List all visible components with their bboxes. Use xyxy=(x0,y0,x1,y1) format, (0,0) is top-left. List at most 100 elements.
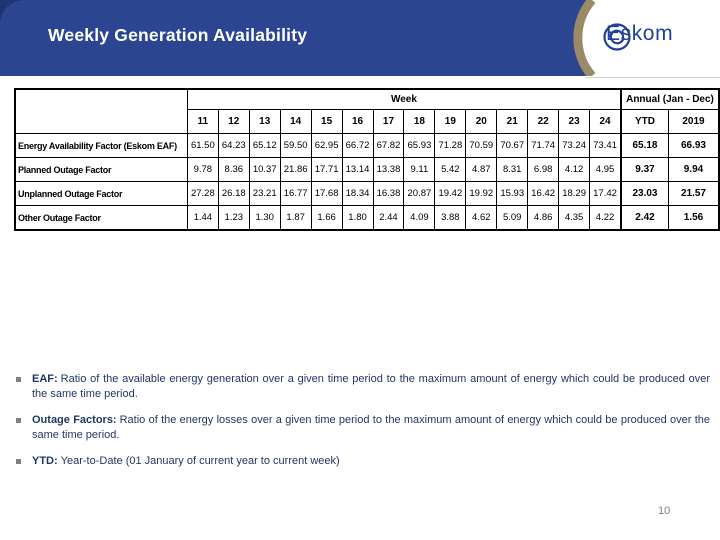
week-value-cell: 10.37 xyxy=(248,157,281,182)
bullet-text: EAF: Ratio of the available energy genera… xyxy=(32,372,710,401)
week-value-cell: 21.86 xyxy=(279,157,312,182)
week-column-header: 13 xyxy=(248,109,281,134)
week-value-cell: 59.50 xyxy=(279,133,312,158)
week-value-cell: 4.12 xyxy=(558,157,591,182)
week-value-cell: 1.23 xyxy=(217,205,250,231)
week-value-cell: 2.44 xyxy=(372,205,405,231)
week-value-cell: 4.22 xyxy=(589,205,622,231)
week-value-cell: 5.42 xyxy=(434,157,467,182)
header-band: Weekly Generation Availability Eskom xyxy=(0,0,720,78)
week-value-cell: 9.11 xyxy=(403,157,436,182)
bullet-term: Outage Factors: xyxy=(32,414,117,426)
week-value-cell: 16.42 xyxy=(527,181,560,206)
week-column-header: 15 xyxy=(310,109,343,134)
header-band-graphic xyxy=(0,0,720,76)
week-column-header: 22 xyxy=(527,109,560,134)
eskom-logo: Eskom xyxy=(602,22,673,51)
week-value-cell: 6.98 xyxy=(527,157,560,182)
table-row: Planned Outage Factor 9.78 8.36 10.37 21.86 1… xyxy=(14,157,720,182)
bullet-text: Outage Factors: Ratio of the energy losse… xyxy=(32,413,710,442)
table-row: Unplanned Outage Factor 27.28 26.18 23.21 16… xyxy=(14,181,720,206)
week-value-cell: 16.38 xyxy=(372,181,405,206)
week-value-cell: 62.95 xyxy=(310,133,343,158)
week-value-cell: 4.62 xyxy=(465,205,498,231)
bullet-square-icon xyxy=(16,459,21,464)
bullet-text: YTD: Year-to-Date (01 January of current … xyxy=(32,454,710,469)
week-column-header: 21 xyxy=(496,109,529,134)
row-label: Other Outage Factor xyxy=(14,205,188,231)
eskom-logo-icon xyxy=(603,23,631,51)
week-value-cell: 13.38 xyxy=(372,157,405,182)
row-label: Energy Availability Factor (Eskom EAF) xyxy=(14,133,188,158)
week-column-header: 23 xyxy=(558,109,591,134)
bullet-square-icon xyxy=(16,377,21,382)
ytd-value-cell: 9.37 xyxy=(619,157,669,182)
availability-table: Week Annual (Jan - Dec) 11 12 13 14 15 16 17 18 19… xyxy=(14,88,720,231)
ytd-value-cell: 65.18 xyxy=(619,133,669,158)
week-column-header: 19 xyxy=(434,109,467,134)
week-value-cell: 18.34 xyxy=(341,181,374,206)
week-value-cell: 18.29 xyxy=(558,181,591,206)
week-value-cell: 66.72 xyxy=(341,133,374,158)
week-value-cell: 71.74 xyxy=(527,133,560,158)
page-title: Weekly Generation Availability xyxy=(48,25,308,45)
week-column-header: 18 xyxy=(403,109,436,134)
week-column-header: 11 xyxy=(186,109,219,134)
week-value-cell: 4.09 xyxy=(403,205,436,231)
week-value-cell: 8.31 xyxy=(496,157,529,182)
ytd-value-cell: 23.03 xyxy=(619,181,669,206)
bullet-definition: Ratio of the available energy generation… xyxy=(32,373,710,400)
header-underline xyxy=(585,77,720,78)
week-value-cell: 71.28 xyxy=(434,133,467,158)
week-value-cell: 65.93 xyxy=(403,133,436,158)
table-corner-cell xyxy=(14,88,188,134)
row-label: Planned Outage Factor xyxy=(14,157,188,182)
bullet-eaf: EAF: Ratio of the available energy genera… xyxy=(14,372,710,401)
bullet-term: YTD: xyxy=(32,455,58,467)
week-value-cell: 8.36 xyxy=(217,157,250,182)
week-value-cell: 20.87 xyxy=(403,181,436,206)
annual-group-header: Annual (Jan - Dec) xyxy=(620,88,720,110)
week-value-cell: 23.21 xyxy=(248,181,281,206)
week-column-header: 14 xyxy=(279,109,312,134)
week-value-cell: 4.95 xyxy=(589,157,622,182)
week-value-cell: 17.68 xyxy=(310,181,343,206)
week-value-cell: 73.24 xyxy=(558,133,591,158)
week-value-cell: 61.50 xyxy=(186,133,219,158)
week-value-cell: 1.44 xyxy=(186,205,219,231)
week-value-cell: 17.42 xyxy=(589,181,622,206)
week-value-cell: 19.42 xyxy=(434,181,467,206)
bullet-definition: Ratio of the energy losses over a given … xyxy=(32,414,710,441)
annual-value-cell: 9.94 xyxy=(667,157,720,182)
week-value-cell: 3.88 xyxy=(434,205,467,231)
week-value-cell: 4.86 xyxy=(527,205,560,231)
week-value-cell: 26.18 xyxy=(217,181,250,206)
week-group-header: Week xyxy=(186,88,622,110)
week-column-header: 12 xyxy=(217,109,250,134)
week-value-cell: 13.14 xyxy=(341,157,374,182)
week-value-cell: 9.78 xyxy=(186,157,219,182)
table-row: Other Outage Factor 1.44 1.23 1.30 1.87 1.66 1… xyxy=(14,205,720,231)
week-value-cell: 1.66 xyxy=(310,205,343,231)
week-value-cell: 17.71 xyxy=(310,157,343,182)
row-label: Unplanned Outage Factor xyxy=(14,181,188,206)
week-value-cell: 70.67 xyxy=(496,133,529,158)
week-value-cell: 5.09 xyxy=(496,205,529,231)
week-value-cell: 67.82 xyxy=(372,133,405,158)
bullet-ytd: YTD: Year-to-Date (01 January of current … xyxy=(14,454,710,469)
week-value-cell: 65.12 xyxy=(248,133,281,158)
annual-value-cell: 66.93 xyxy=(667,133,720,158)
week-value-cell: 1.80 xyxy=(341,205,374,231)
annual-column-header: 2019 xyxy=(667,109,720,134)
week-column-header: 17 xyxy=(372,109,405,134)
table-row: Energy Availability Factor (Eskom EAF) 61… xyxy=(14,133,720,158)
week-value-cell: 27.28 xyxy=(186,181,219,206)
week-value-cell: 4.35 xyxy=(558,205,591,231)
annual-value-cell: 21.57 xyxy=(667,181,720,206)
week-value-cell: 15.93 xyxy=(496,181,529,206)
week-value-cell: 70.59 xyxy=(465,133,498,158)
ytd-value-cell: 2.42 xyxy=(619,205,669,231)
week-column-header: 24 xyxy=(589,109,622,134)
week-column-header: 16 xyxy=(341,109,374,134)
